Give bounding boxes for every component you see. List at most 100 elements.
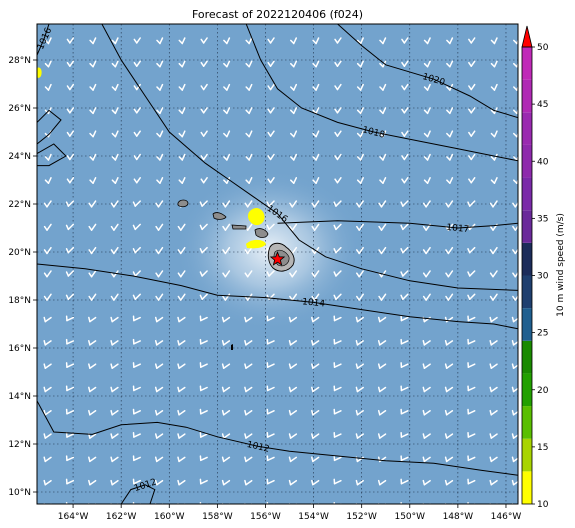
wind-barb [222, 293, 231, 301]
wind-barb [489, 316, 498, 323]
wind-barb [377, 340, 387, 346]
wind-barb [44, 83, 52, 91]
wind-barb [422, 409, 431, 416]
wind-barb [199, 293, 208, 300]
wind-barb [155, 270, 164, 278]
wind-barb [489, 433, 498, 439]
wind-barb [43, 270, 52, 278]
wind-barb [311, 409, 320, 416]
wind-barb [378, 223, 387, 231]
wind-barb [154, 340, 164, 346]
wind-barb [401, 107, 409, 114]
wind-barb [89, 60, 97, 68]
wind-barb [154, 363, 164, 369]
wind-barb [266, 385, 275, 392]
wind-barb [334, 60, 342, 67]
wind-barb [489, 340, 498, 346]
wind-barb [65, 362, 75, 368]
wind-barb [489, 479, 498, 486]
colorbar-tick-label: 10 [537, 500, 549, 510]
wind-barb [178, 83, 186, 91]
y-tick-label: 18°N [8, 296, 31, 306]
wind-barb [132, 362, 141, 368]
colorbar-segment [522, 275, 532, 309]
wind-barb [223, 83, 231, 91]
wind-barb [244, 200, 253, 208]
wind-barb [267, 107, 275, 114]
wind-barb [289, 223, 298, 231]
wind-barb [178, 37, 186, 45]
isobar-line [245, 24, 518, 162]
wind-barb [132, 338, 141, 345]
wind-barb [467, 478, 476, 485]
wind-barb [111, 177, 119, 184]
wind-barb [467, 408, 476, 415]
wind-barb [89, 153, 97, 161]
wind-barb [401, 153, 409, 161]
wind-barb [200, 130, 208, 137]
wind-barb [490, 83, 498, 91]
wind-barb [245, 177, 253, 184]
wind-barb [333, 432, 342, 438]
wind-barb [132, 200, 141, 207]
wind-barb [288, 316, 298, 323]
isobar-line [277, 220, 518, 229]
wind-barb [244, 270, 253, 278]
wind-barb [513, 130, 518, 138]
wind-barb [444, 409, 454, 416]
wind-barb [467, 362, 476, 368]
wind-barb [178, 153, 186, 161]
wind-barb [133, 37, 141, 44]
wind-barb [444, 340, 454, 346]
wind-barb [267, 130, 275, 137]
wind-barb [288, 340, 298, 346]
wind-barb [445, 270, 454, 278]
wind-barb [289, 270, 298, 278]
wind-barb [200, 153, 208, 161]
wind-barb [489, 246, 498, 255]
wind-barb [468, 37, 476, 44]
wind-barb [199, 315, 208, 322]
wind-barb [513, 177, 518, 184]
wind-barb [222, 246, 231, 255]
wind-barb [43, 223, 52, 231]
wind-barb [132, 246, 141, 254]
wind-barb [267, 37, 275, 44]
wind-barb [110, 223, 119, 231]
wind-barb [154, 456, 164, 463]
wind-barb [356, 107, 364, 115]
wind-barb [266, 270, 275, 277]
wind-barb [221, 409, 231, 416]
wind-barb [445, 293, 454, 301]
wind-barb [312, 130, 320, 138]
colorbar-segment [522, 406, 532, 439]
wind-barb [312, 60, 320, 68]
wind-barb [65, 223, 75, 231]
wind-barb [266, 501, 275, 504]
wind-barb [111, 60, 119, 68]
x-tick-label: 146°W [491, 512, 522, 522]
wind-barb [65, 432, 75, 438]
wind-barb [177, 479, 186, 486]
wind-barb [44, 60, 52, 68]
wind-barb [401, 177, 409, 184]
wind-patch-maui-north [247, 207, 265, 226]
wind-barb [489, 293, 498, 301]
wind-barb [88, 456, 97, 463]
wind-barb [88, 409, 97, 416]
wind-barb [356, 83, 364, 91]
wind-barb [154, 316, 164, 323]
wind-barb [312, 83, 320, 91]
wind-barb [513, 83, 518, 91]
wind-barb [467, 200, 476, 207]
colorbar-extend-arrow [521, 25, 533, 48]
wind-barb [467, 385, 476, 392]
wind-barb [467, 501, 476, 504]
wind-barb [401, 130, 409, 137]
wind-barb [110, 246, 119, 255]
wind-barb [110, 340, 119, 346]
wind-barb [288, 433, 298, 439]
wind-barb [177, 316, 186, 323]
wind-barb [110, 200, 119, 208]
colorbar-tick-label: 35 [537, 214, 548, 224]
